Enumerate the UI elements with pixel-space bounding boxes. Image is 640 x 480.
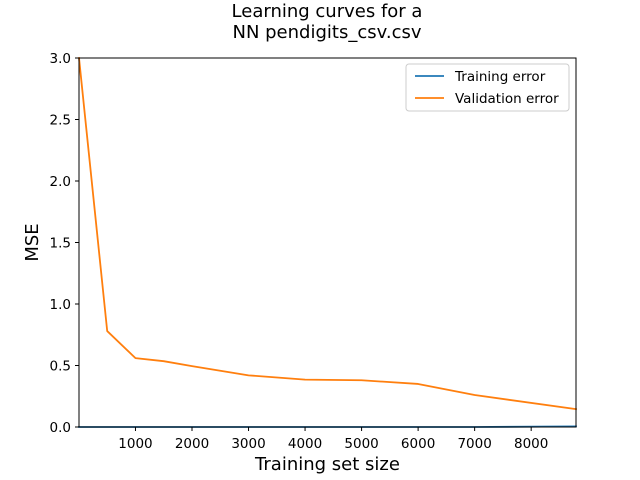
x-tick-label: 2000 [175,436,209,452]
y-tick-label: 0.5 [50,359,71,375]
y-axis-ticks: 0.0 0.5 1.0 1.5 2.0 2.5 3.0 [50,51,79,436]
y-tick-label: 1.0 [50,297,71,313]
legend-box [405,63,570,112]
x-tick-label: 5000 [344,436,378,452]
x-tick-label: 3000 [231,436,265,452]
chart-title: Learning curves for a NN pendigits_csv.c… [232,1,423,43]
y-tick-label: 2.0 [50,174,71,190]
x-axis-label: Training set size [254,454,400,475]
plot-area [78,57,578,428]
chart-title-line-2: NN pendigits_csv.csv [232,22,421,43]
y-axis-label: MSE [22,223,43,261]
y-tick-label: 1.5 [50,236,71,252]
x-tick-label: 6000 [401,436,435,452]
legend: Training error Validation error [405,63,570,112]
plot-background [79,58,576,427]
legend-label-training-error: Training error [454,69,546,85]
x-tick-label: 8000 [514,436,548,452]
y-tick-label: 3.0 [50,51,71,67]
y-tick-label: 2.5 [50,113,71,129]
x-tick-label: 4000 [288,436,322,452]
x-tick-label: 1000 [118,436,152,452]
y-tick-label: 0.0 [50,420,71,436]
chart-title-line-1: Learning curves for a [232,1,423,22]
series-line-validation-error [78,57,578,411]
legend-label-validation-error: Validation error [455,91,559,107]
x-tick-label: 7000 [457,436,491,452]
x-axis-ticks: 1000 2000 3000 4000 5000 6000 7000 8000 [118,427,548,452]
